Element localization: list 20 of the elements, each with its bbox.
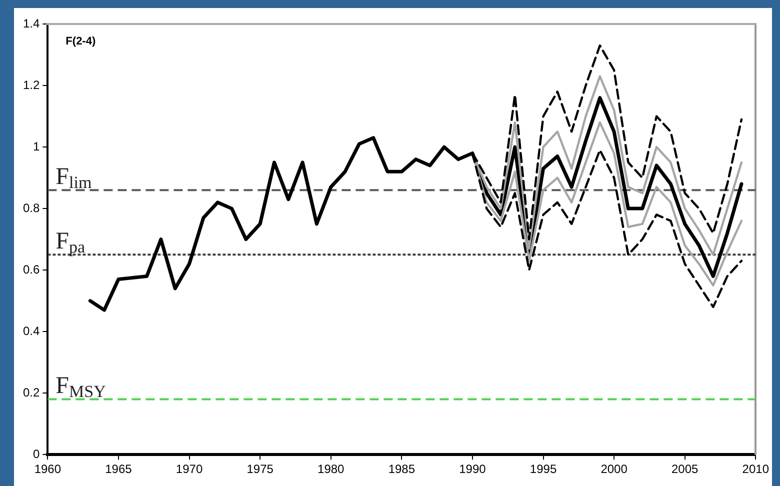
x-tick-label: 1975 <box>246 462 274 476</box>
x-tick-label: 1965 <box>105 462 132 476</box>
x-tick-label: 1970 <box>176 462 203 476</box>
y-tick-label: 0.2 <box>22 385 40 400</box>
y-tick-label: 0.6 <box>22 262 40 276</box>
annotation: F(2-4) <box>66 36 96 48</box>
x-tick-label: 1990 <box>459 462 486 476</box>
x-tick-label: 1995 <box>530 462 557 476</box>
x-tick-label: 1985 <box>388 462 416 476</box>
y-tick-label: 1.2 <box>22 78 40 92</box>
x-tick-label: 1980 <box>318 462 345 476</box>
y-tick-label: 1.4 <box>22 16 40 30</box>
x-tick-label: 2000 <box>600 462 628 476</box>
y-tick-label: 0.4 <box>22 324 40 338</box>
x-tick-label: 2005 <box>672 462 699 476</box>
y-tick-label: 0 <box>32 446 40 461</box>
y-tick-label: 0.8 <box>22 200 40 215</box>
y-tick-label: 1 <box>32 139 40 154</box>
x-tick-label: 2010 <box>742 462 770 476</box>
x-tick-label: 1960 <box>34 462 62 476</box>
